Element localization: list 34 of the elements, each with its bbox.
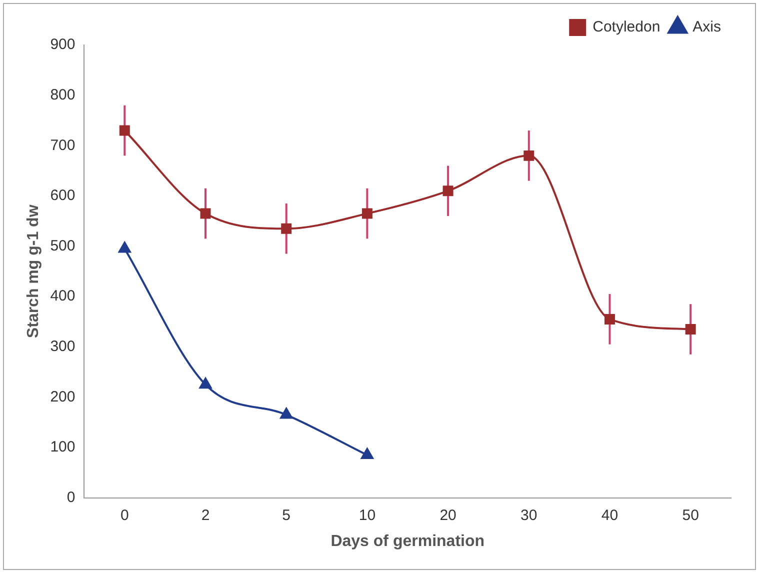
y-axis-title: Starch mg g-1 dw xyxy=(25,204,42,338)
x-tick-label: 2 xyxy=(201,506,210,524)
point xyxy=(199,378,212,389)
legend-label: Cotyledon xyxy=(592,18,660,36)
point xyxy=(360,448,374,460)
point xyxy=(442,186,454,196)
y-tick-label: 100 xyxy=(50,438,76,456)
y-tick-label: 600 xyxy=(50,187,76,204)
y-tick-label: 0 xyxy=(66,488,76,506)
point xyxy=(118,242,131,253)
y-tick-label: 300 xyxy=(50,338,76,356)
y-tick-label: 700 xyxy=(50,136,76,154)
point xyxy=(685,324,696,334)
x-tick-label: 50 xyxy=(682,506,699,524)
x-axis-title: Days of germination xyxy=(330,532,485,550)
x-tick-label: 40 xyxy=(601,506,618,524)
point xyxy=(604,314,615,324)
y-tick-label: 800 xyxy=(50,86,76,104)
point xyxy=(119,125,130,136)
y-tick-label: 500 xyxy=(50,237,76,254)
y-tick-label: 200 xyxy=(50,388,76,406)
x-tick-label: 0 xyxy=(120,506,129,524)
point xyxy=(524,150,534,161)
y-tick-label: 400 xyxy=(50,288,76,305)
x-tick-label: 30 xyxy=(520,506,538,524)
x-tick-label: 5 xyxy=(282,506,291,524)
x-tick-label: 20 xyxy=(440,506,456,524)
point xyxy=(280,408,293,419)
y-tick-label: 900 xyxy=(50,36,76,54)
point xyxy=(281,223,292,234)
legend-label: Axis xyxy=(692,18,722,36)
x-tick-label: 10 xyxy=(358,506,376,524)
point xyxy=(362,208,372,219)
point xyxy=(200,208,211,219)
